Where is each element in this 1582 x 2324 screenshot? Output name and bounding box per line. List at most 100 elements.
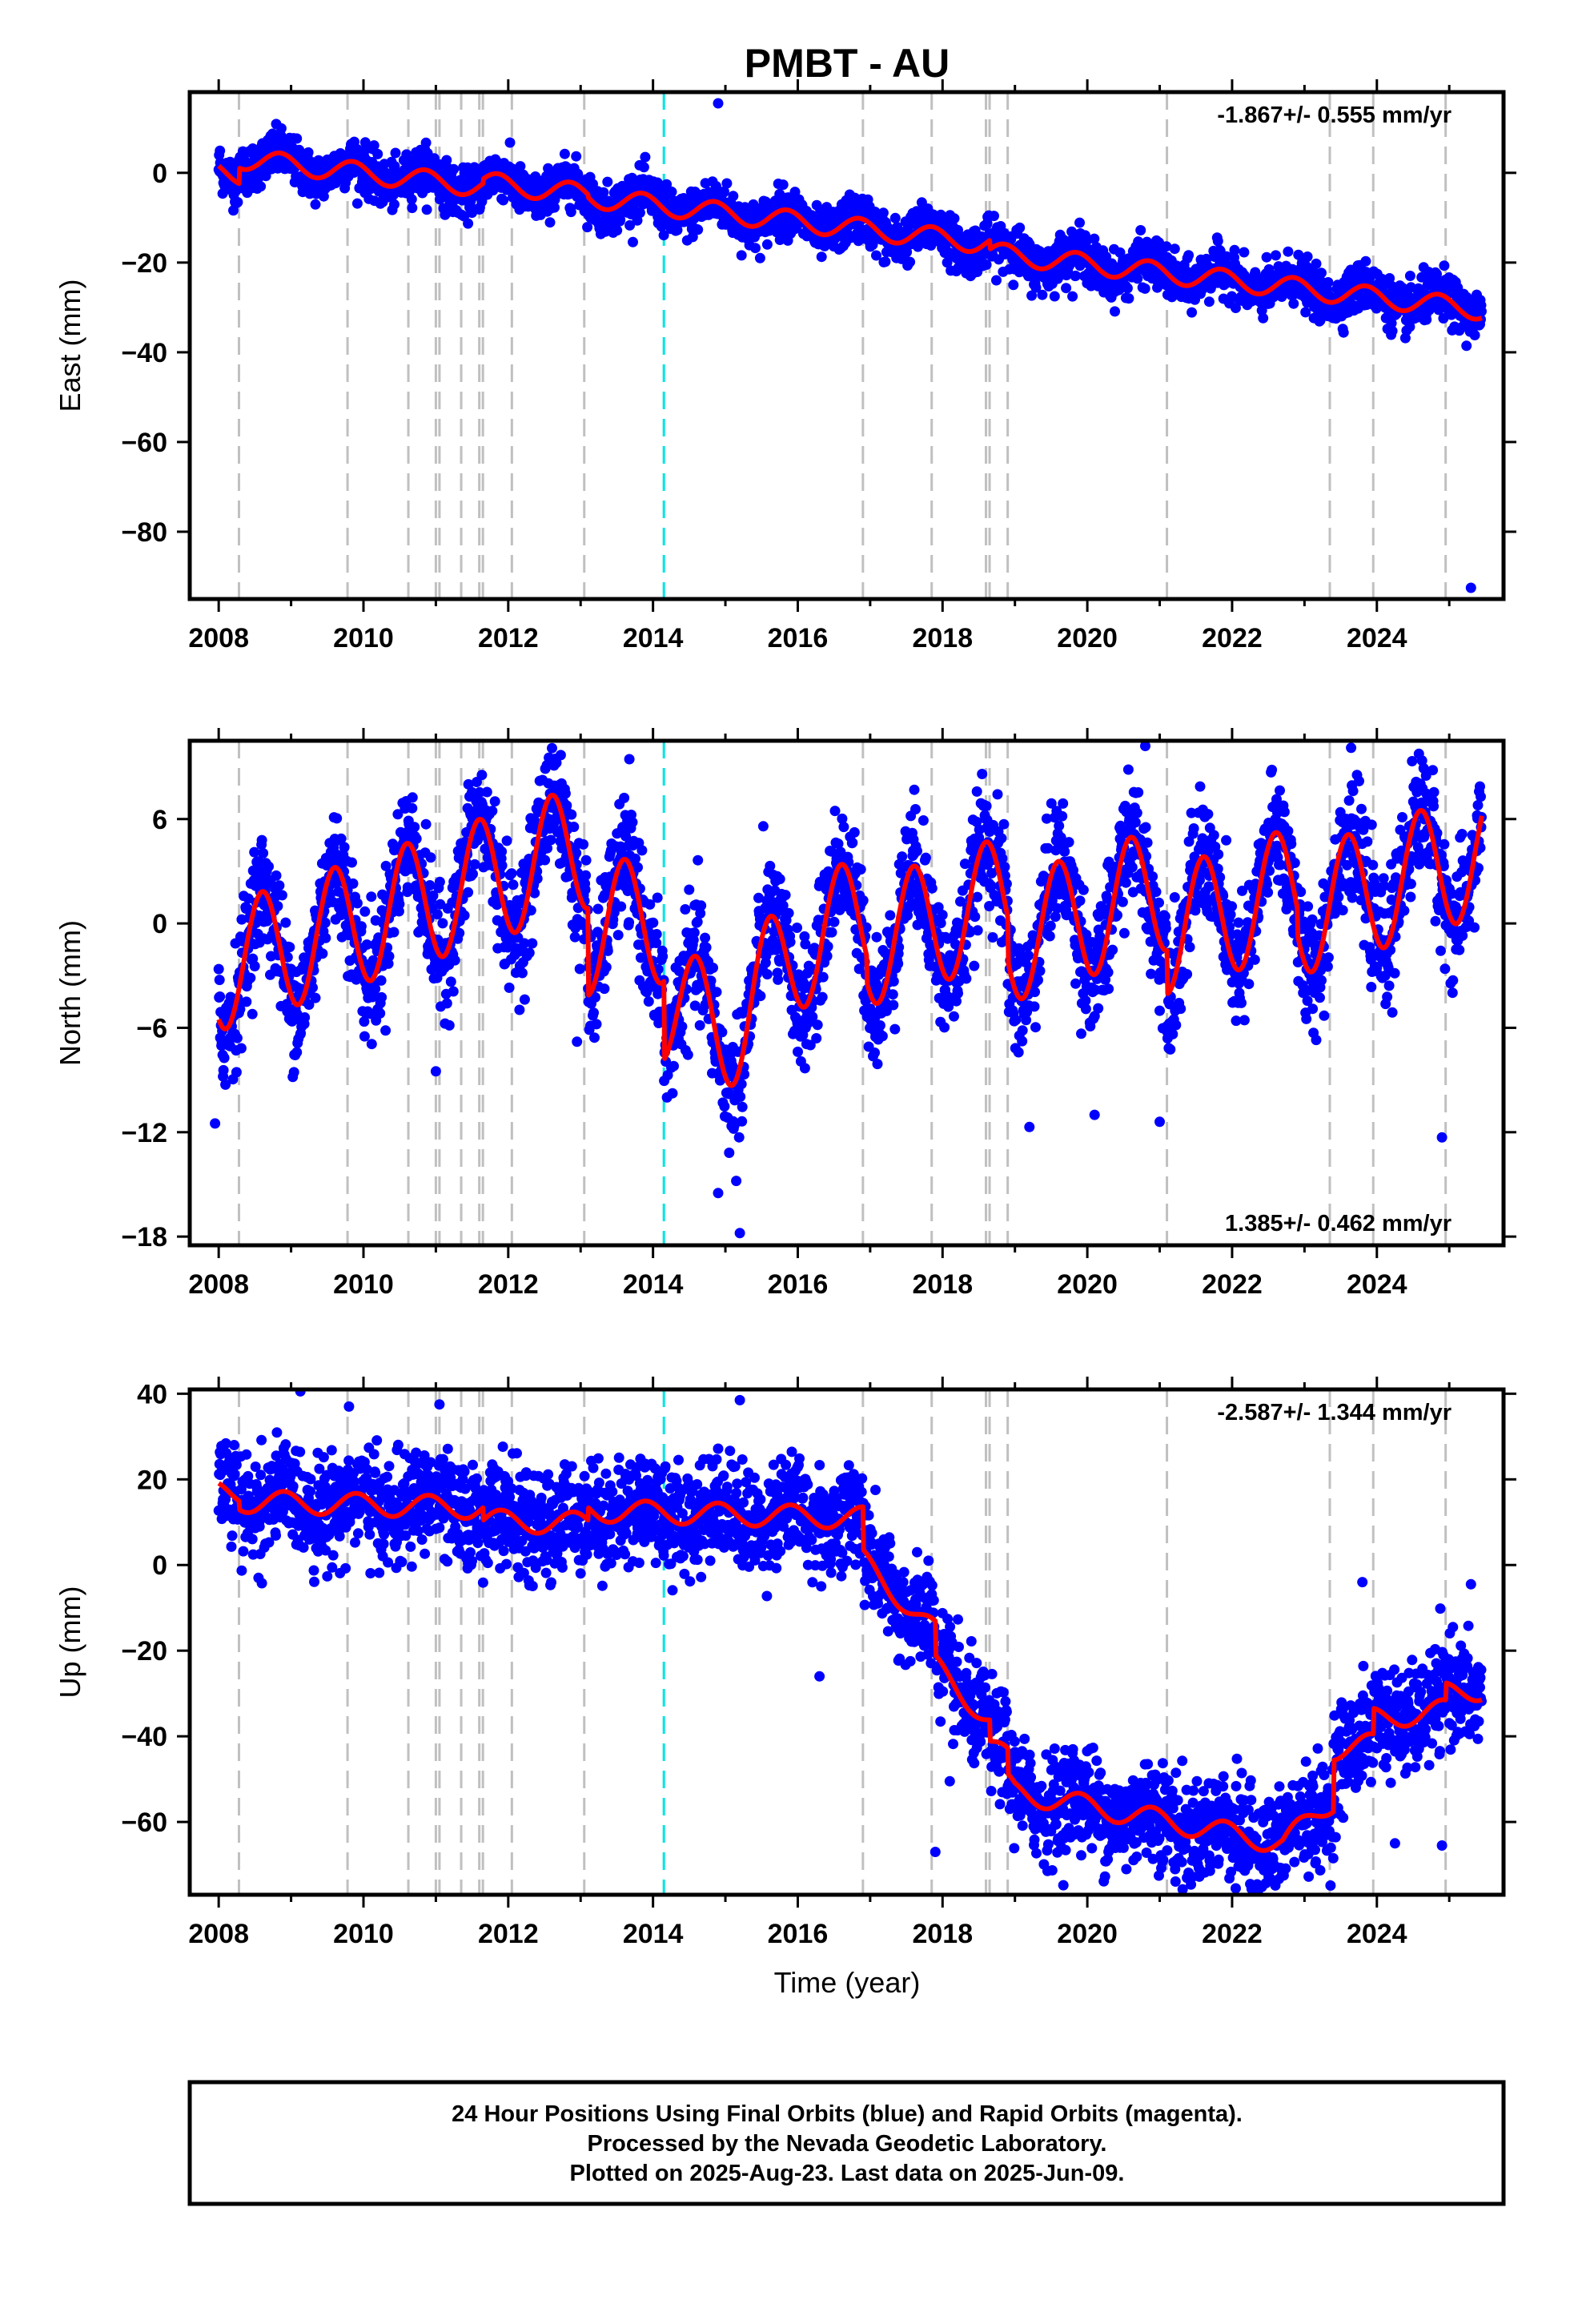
data-point	[245, 972, 256, 983]
x-tick-label: 2014	[623, 623, 684, 653]
data-point	[449, 955, 460, 966]
data-point	[407, 802, 418, 814]
data-point	[829, 916, 840, 927]
data-point	[1074, 217, 1085, 228]
data-point	[394, 899, 405, 910]
data-point	[425, 852, 436, 863]
data-point	[434, 876, 445, 887]
x-tick-label: 2022	[1202, 623, 1263, 653]
y-tick-label: −40	[121, 338, 167, 368]
data-point	[826, 927, 837, 938]
data-point	[420, 137, 432, 148]
data-point	[409, 822, 420, 833]
data-point	[504, 982, 515, 993]
data-point	[1037, 289, 1048, 300]
data-point	[540, 854, 551, 866]
data-point	[693, 224, 704, 235]
data-point	[407, 792, 418, 803]
data-point	[219, 1052, 230, 1063]
data-point	[545, 834, 556, 846]
data-point	[817, 971, 829, 983]
data-point	[231, 1032, 243, 1043]
y-tick-label: 0	[152, 159, 167, 189]
data-point	[506, 868, 517, 879]
data-point	[498, 195, 509, 206]
data-point	[516, 967, 528, 979]
data-point	[672, 224, 683, 235]
data-point	[355, 921, 367, 932]
data-point	[658, 230, 669, 241]
data-point	[700, 932, 711, 943]
data-point	[812, 1019, 823, 1031]
data-point	[838, 822, 849, 833]
data-point	[288, 1067, 299, 1078]
data-point	[638, 162, 649, 173]
data-point	[680, 904, 691, 915]
data-point	[901, 247, 913, 258]
data-point	[582, 222, 593, 233]
data-point	[615, 215, 626, 225]
data-point	[260, 171, 271, 182]
data-point	[271, 870, 282, 881]
data-point	[630, 853, 640, 864]
data-point	[1070, 270, 1081, 281]
data-point	[347, 878, 359, 889]
data-point	[877, 1031, 888, 1042]
data-point	[728, 191, 739, 202]
data-point	[773, 974, 784, 985]
data-point	[701, 942, 712, 953]
north-panel: 2008 2010 2012 2014 2016 2018 2020 2022 202460−6…	[54, 728, 1516, 1300]
data-point	[857, 895, 869, 906]
east-panel: 2008 2010 2012 2014 2016 2018 2020 2022 20240−20…	[54, 79, 1516, 653]
data-point	[366, 891, 377, 903]
data-point	[871, 250, 881, 261]
x-tick-label: 2008	[188, 623, 249, 653]
data-point	[1465, 582, 1476, 593]
data-point	[1387, 325, 1398, 336]
data-point	[612, 930, 624, 941]
data-point	[777, 179, 789, 191]
data-point	[214, 975, 225, 986]
data-point	[600, 962, 612, 973]
x-tick-label: 2024	[1347, 623, 1407, 653]
data-point	[1258, 312, 1269, 324]
data-point	[991, 275, 1002, 286]
data-point	[571, 151, 582, 162]
data-point	[816, 251, 827, 263]
data-point	[459, 910, 470, 921]
data-point	[822, 941, 833, 952]
data-point	[765, 860, 776, 871]
data-point	[589, 1032, 600, 1043]
data-point	[1183, 250, 1195, 261]
data-point	[549, 202, 560, 213]
data-point	[780, 890, 791, 901]
data-point	[580, 854, 592, 866]
data-point	[218, 1064, 229, 1076]
data-point	[445, 976, 456, 987]
data-point	[1229, 244, 1240, 255]
y-tick-label: −80	[121, 517, 167, 548]
x-tick-label: 2012	[478, 623, 539, 653]
data-point	[347, 857, 357, 868]
data-point	[1110, 306, 1120, 317]
data-point	[829, 806, 841, 817]
data-point	[559, 148, 570, 159]
data-point	[711, 987, 722, 998]
data-point	[555, 750, 566, 761]
data-point	[489, 796, 500, 807]
data-point	[591, 1019, 602, 1030]
data-point	[736, 250, 747, 261]
data-point	[1123, 293, 1134, 304]
data-point	[602, 176, 613, 187]
data-point	[263, 861, 274, 872]
data-point	[437, 918, 448, 929]
data-point	[407, 203, 418, 214]
data-point	[774, 874, 785, 885]
data-point	[388, 927, 400, 938]
data-point	[755, 991, 766, 1002]
data-point	[1239, 247, 1250, 258]
data-point	[215, 145, 226, 156]
data-point	[667, 1088, 678, 1099]
data-point	[750, 243, 761, 254]
data-point	[677, 1021, 688, 1032]
